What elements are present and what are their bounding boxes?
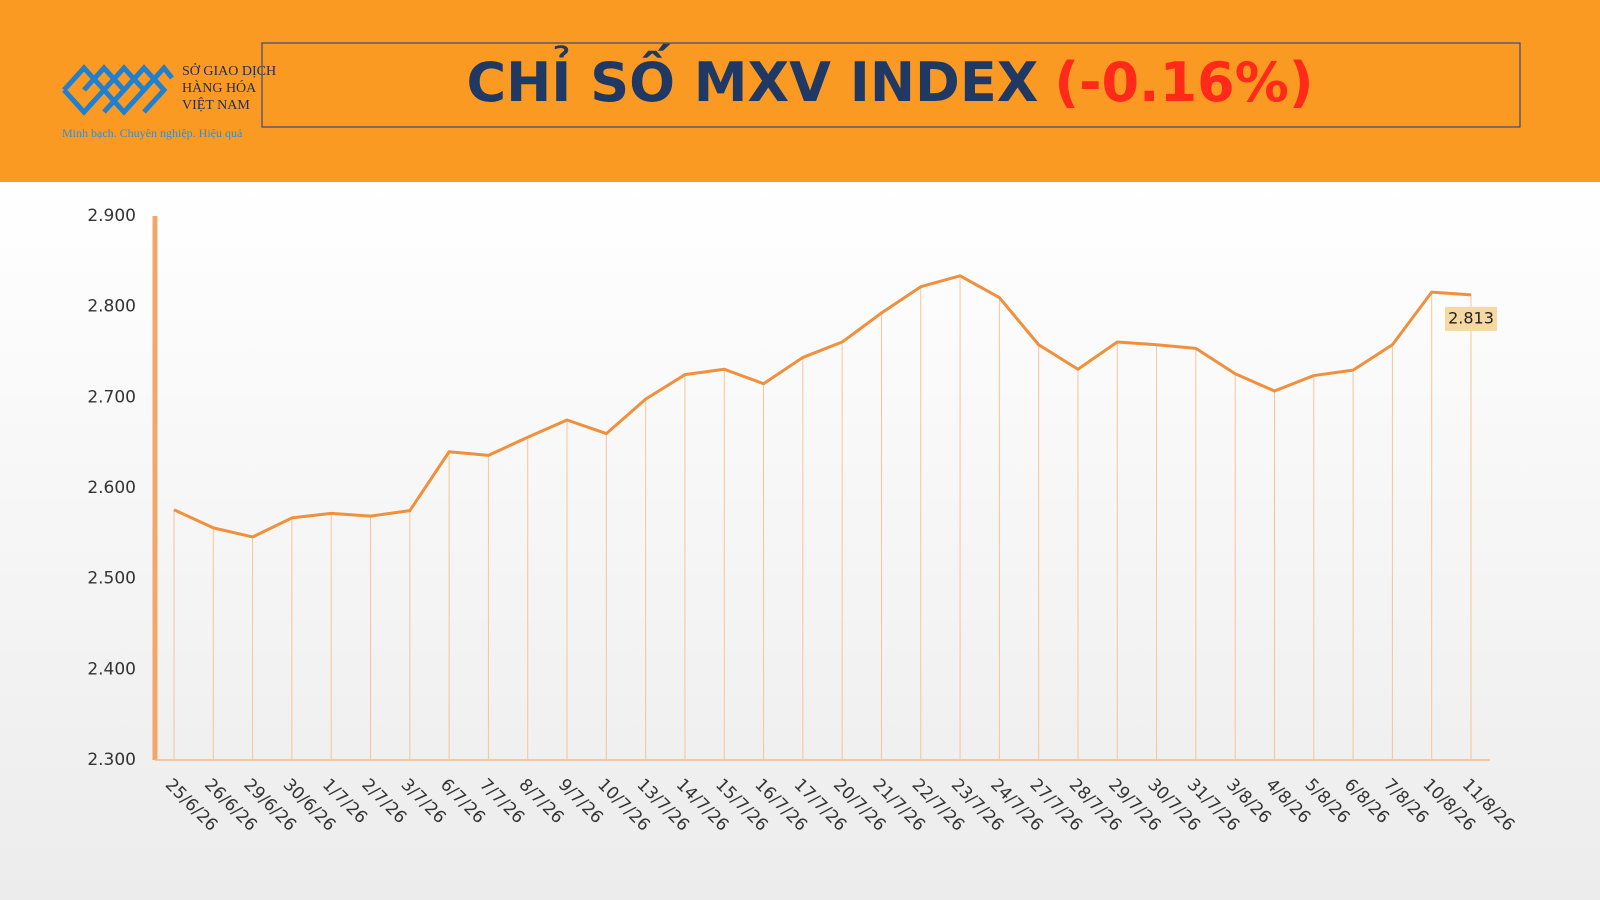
header-band bbox=[0, 0, 1600, 182]
y-tick-label: 2.300 bbox=[87, 750, 136, 770]
logo-text: VIỆT NAM bbox=[182, 96, 250, 113]
title-change: (-0.16%) bbox=[1054, 51, 1313, 114]
chart-title: CHỈ SỐ MXV INDEX (-0.16%) bbox=[466, 44, 1313, 114]
value-label: 2.813 bbox=[1448, 308, 1494, 327]
logo-text: HÀNG HÓA bbox=[182, 79, 257, 96]
y-tick-label: 2.400 bbox=[87, 659, 136, 679]
logo bbox=[62, 64, 174, 116]
y-tick-label: 2.800 bbox=[87, 297, 136, 317]
y-tick-label: 2.700 bbox=[87, 387, 136, 407]
y-tick-label: 2.500 bbox=[87, 569, 136, 589]
y-tick-label: 2.900 bbox=[87, 206, 136, 226]
y-tick-label: 2.600 bbox=[87, 478, 136, 498]
title-box bbox=[261, 42, 1521, 128]
title: CHỈ SỐ MXV INDEX bbox=[466, 44, 1038, 114]
value-label-box bbox=[1445, 306, 1497, 331]
logo-text: SỞ GIAO DỊCH bbox=[182, 62, 276, 79]
background bbox=[0, 182, 1600, 900]
series-line bbox=[173, 274, 1472, 539]
slogan: Minh bạch. Chuyên nghiệp. Hiệu quả bbox=[62, 126, 243, 140]
